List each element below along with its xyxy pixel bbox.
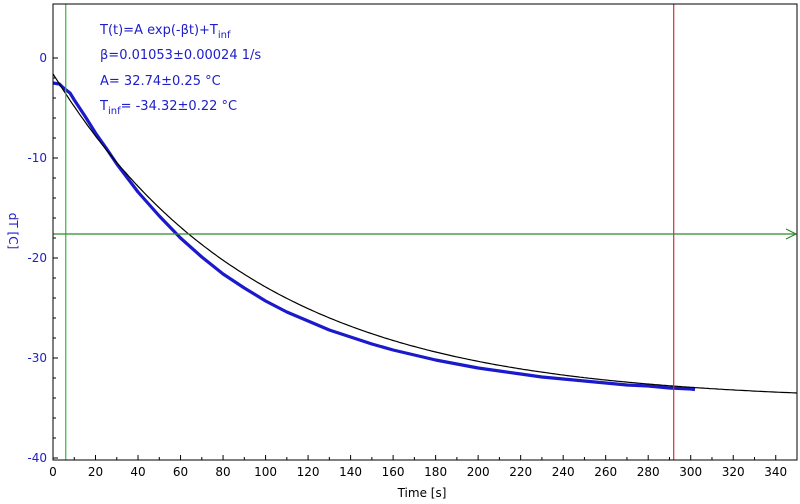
x-tick-label: 60 [173,465,188,479]
y-tick-label: -30 [27,351,47,365]
x-tick-label: 20 [88,465,103,479]
fit-layer [52,73,798,394]
y-tick-label: 0 [39,51,47,65]
x-tick-label: 0 [49,465,57,479]
plot-frame [52,3,798,461]
x-tick-label: 320 [722,465,745,479]
x-tick-label: 40 [130,465,145,479]
x-tick-label: 180 [424,465,447,479]
formula-subscript: inf [218,30,231,41]
x-tick-label: 200 [467,465,490,479]
annotation-tinf: Tinf= -34.32±0.22 °C [99,99,237,117]
data-layer [52,81,696,392]
x-axis-ticks: 0 20 40 60 80 100 120 140 160 180 200 220 240 260 280 3… [49,455,798,479]
annotation-formula: T(t)=A exp(-βt)+Tinf [99,23,231,41]
y-tick-label: -40 [27,451,47,465]
x-tick-label: 160 [382,465,405,479]
x-tick-label: 300 [679,465,702,479]
tinf-subscript: inf [108,106,121,117]
y-axis-label: dT [C] [6,213,20,250]
x-tick-label: 340 [764,465,787,479]
x-tick-label: 100 [254,465,277,479]
x-tick-label: 140 [339,465,362,479]
x-tick-label: 80 [215,465,230,479]
y-tick-label: -10 [27,151,47,165]
marker-layer [53,4,798,460]
y-tick-label: -20 [27,251,47,265]
x-tick-label: 240 [552,465,575,479]
annotation-beta: β=0.01053±0.00024 1/s [100,48,261,63]
horizontal-marker-arrow-icon [785,228,798,240]
fit-annotation: T(t)=A exp(-βt)+Tinf β=0.01053±0.00024 1… [99,23,261,117]
x-tick-label: 260 [594,465,617,479]
x-tick-label: 120 [297,465,320,479]
x-tick-label: 280 [637,465,660,479]
data-series-line [52,81,696,392]
x-axis-label: Time [s] [397,486,447,500]
x-tick-label: 220 [509,465,532,479]
y-axis-ticks: 0 -10 -20 -30 -40 [27,51,58,465]
fit-curve [52,73,798,394]
plot-background [53,4,797,460]
annotation-amplitude: A= 32.74±0.25 °C [100,74,221,89]
